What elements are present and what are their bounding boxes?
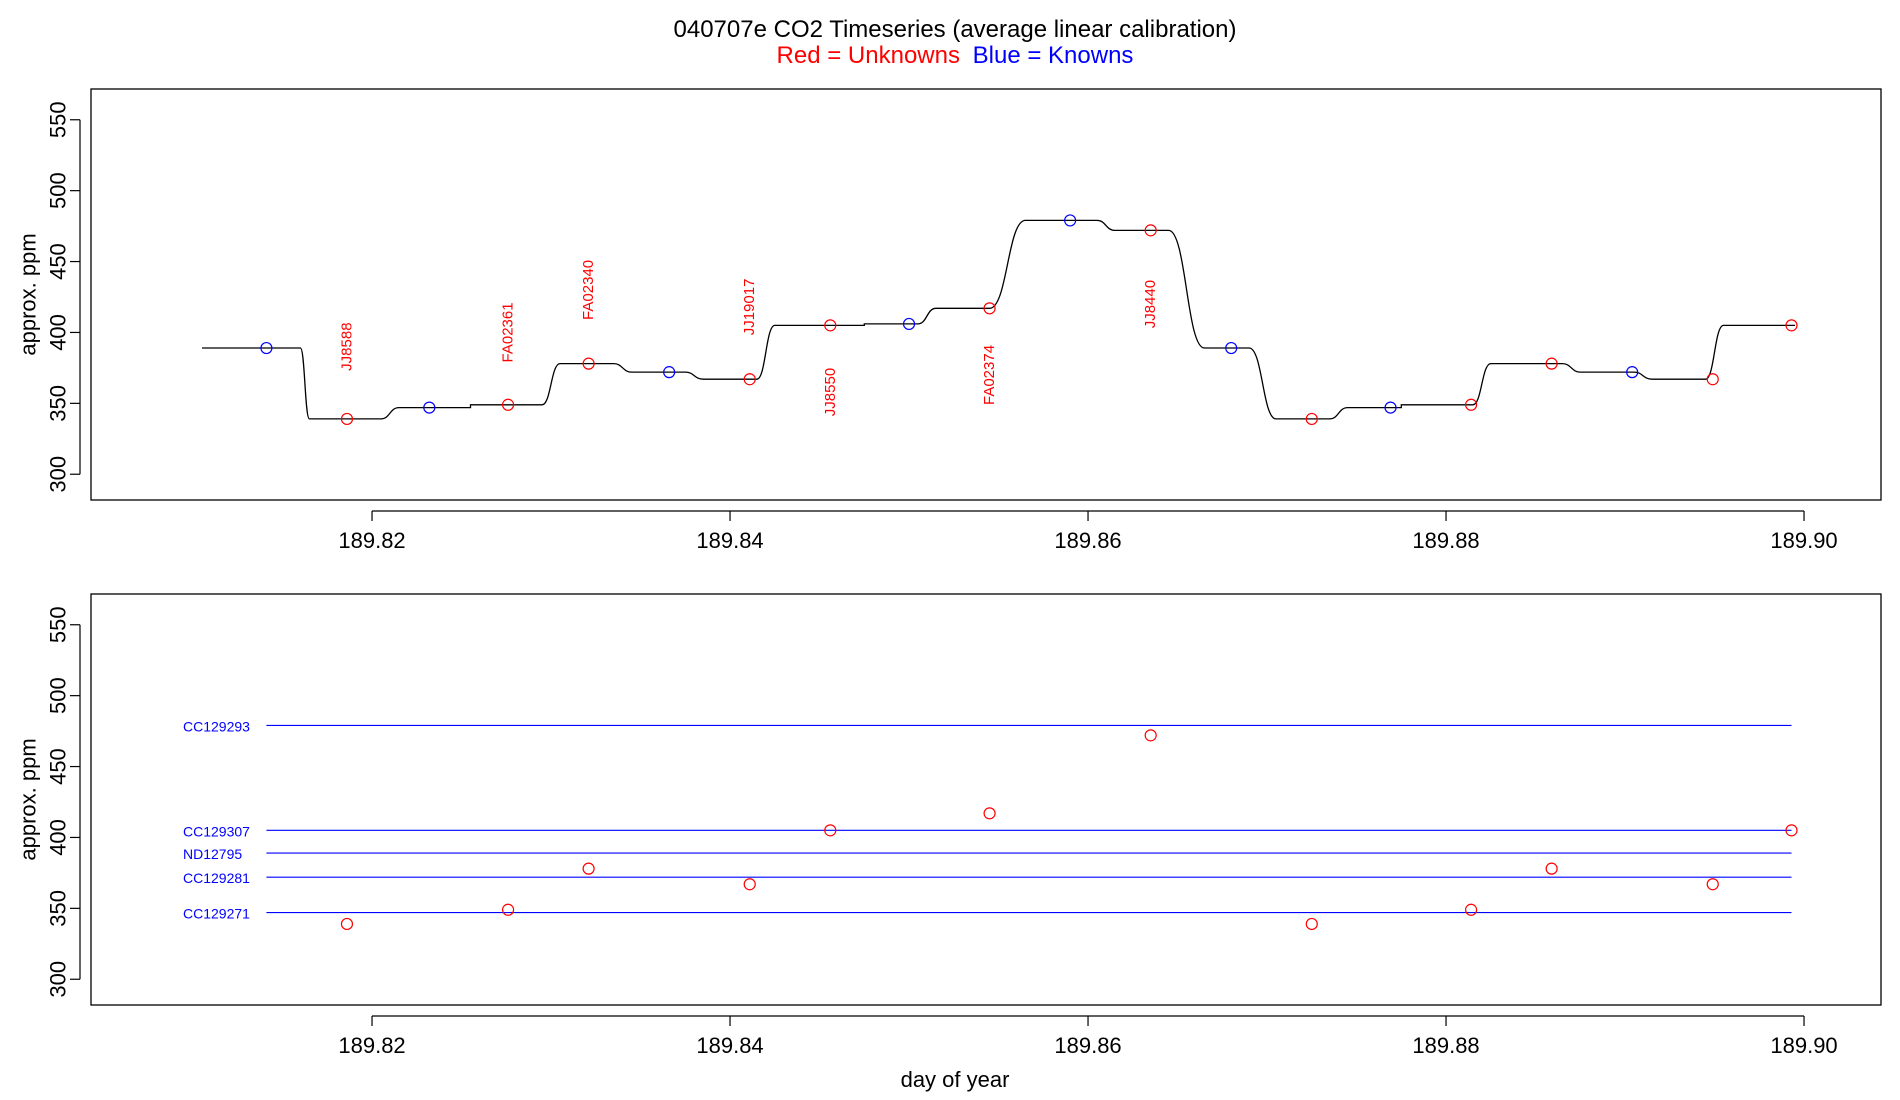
unknown-point xyxy=(501,398,515,411)
standards-panel: 300 350 400 450 500 550 approx. ppm 189.82 189.8… xyxy=(16,593,1882,1058)
unknown-point xyxy=(1144,224,1157,237)
y-tick-label-bottom: 400 xyxy=(46,819,71,856)
y-tick-label-top: 550 xyxy=(46,101,71,138)
unknown-point xyxy=(1464,903,1478,916)
unknown-point xyxy=(1785,824,1798,837)
sample-label: FA02361 xyxy=(500,302,517,362)
unknown-point xyxy=(501,903,515,916)
y-tick-label-bottom: 350 xyxy=(46,890,71,927)
x-tick-label-bottom: 189.84 xyxy=(696,1033,763,1058)
y-tick-label-bottom: 450 xyxy=(46,748,71,785)
y-tick-label-top: 400 xyxy=(46,314,71,351)
y-tick-label-top: 500 xyxy=(46,172,71,209)
unknown-point xyxy=(1305,412,1318,426)
sample-label: JJ8440 xyxy=(1142,280,1159,328)
x-tick-label-top: 189.88 xyxy=(1412,528,1479,553)
unknown-point xyxy=(743,878,756,891)
known-point xyxy=(1225,341,1238,355)
standard-label: ND12795 xyxy=(183,846,242,862)
unknown-point xyxy=(582,862,595,875)
unknown-point xyxy=(983,302,996,315)
co2-trace-line xyxy=(202,219,1796,420)
y-tick-label-top: 300 xyxy=(46,456,71,493)
chart-title: 040707e CO2 Timeseries (average linear c… xyxy=(674,16,1237,43)
unknown-point xyxy=(582,357,595,370)
unknown-point xyxy=(1706,878,1719,891)
unknown-point xyxy=(1305,917,1318,931)
x-tick-label-top: 189.86 xyxy=(1054,528,1121,553)
timeseries-panel: 300 350 400 450 500 550 approx. ppm 189.82 189.8… xyxy=(16,88,1882,553)
known-point xyxy=(1384,401,1397,414)
y-tick-label-bottom: 300 xyxy=(46,961,71,998)
sample-label: FA02340 xyxy=(580,260,597,320)
sample-label: JJ19017 xyxy=(741,279,758,336)
standard-label: CC129293 xyxy=(183,718,250,734)
plot-frame-top xyxy=(90,88,1882,501)
unknown-point xyxy=(824,319,837,332)
unknown-point xyxy=(983,807,996,820)
x-axis-label: day of year xyxy=(901,1067,1010,1092)
y-axis-label-top: approx. ppm xyxy=(16,233,41,355)
x-tick-label-bottom: 189.88 xyxy=(1412,1033,1479,1058)
y-tick-label-top: 350 xyxy=(46,385,71,422)
unknown-point xyxy=(1545,357,1558,370)
y-tick-label-bottom: 550 xyxy=(46,606,71,643)
unknown-point xyxy=(1144,729,1157,742)
x-tick-label-top: 189.90 xyxy=(1770,528,1837,553)
unknown-point xyxy=(824,824,837,837)
y-axis-label-bottom: approx. ppm xyxy=(16,738,41,860)
unknown-point xyxy=(340,412,354,426)
y-tick-label-bottom: 500 xyxy=(46,677,71,714)
unknown-point xyxy=(1706,373,1719,386)
x-tick-label-bottom: 189.90 xyxy=(1770,1033,1837,1058)
sample-label: JJ8588 xyxy=(338,322,355,370)
standard-label: CC129281 xyxy=(183,870,250,886)
unknown-point xyxy=(1464,398,1478,411)
x-tick-label-bottom: 189.86 xyxy=(1054,1033,1121,1058)
known-point xyxy=(1626,366,1639,379)
unknown-point xyxy=(1545,862,1558,875)
subtitle-unknowns: Red = Unknowns xyxy=(777,42,960,69)
known-point xyxy=(663,366,676,379)
plot-frame-bottom xyxy=(90,593,1882,1006)
standard-label: CC129271 xyxy=(183,906,250,922)
x-tick-label-top: 189.82 xyxy=(338,528,405,553)
subtitle-knowns: Blue = Knowns xyxy=(973,42,1134,69)
known-point xyxy=(1064,214,1077,227)
unknown-point xyxy=(1785,319,1798,332)
sample-label: FA02374 xyxy=(981,345,998,405)
unknown-point xyxy=(340,917,354,931)
chart-subtitle: Red = Unknowns Blue = Knowns xyxy=(777,42,1134,69)
known-point xyxy=(260,341,273,355)
known-point xyxy=(423,401,436,414)
y-tick-label-top: 450 xyxy=(46,243,71,280)
standard-label: CC129307 xyxy=(183,823,250,839)
unknown-point xyxy=(743,373,756,386)
sample-label: JJ8550 xyxy=(822,368,839,416)
known-point xyxy=(902,317,916,331)
x-tick-label-top: 189.84 xyxy=(696,528,763,553)
x-tick-label-bottom: 189.82 xyxy=(338,1033,405,1058)
